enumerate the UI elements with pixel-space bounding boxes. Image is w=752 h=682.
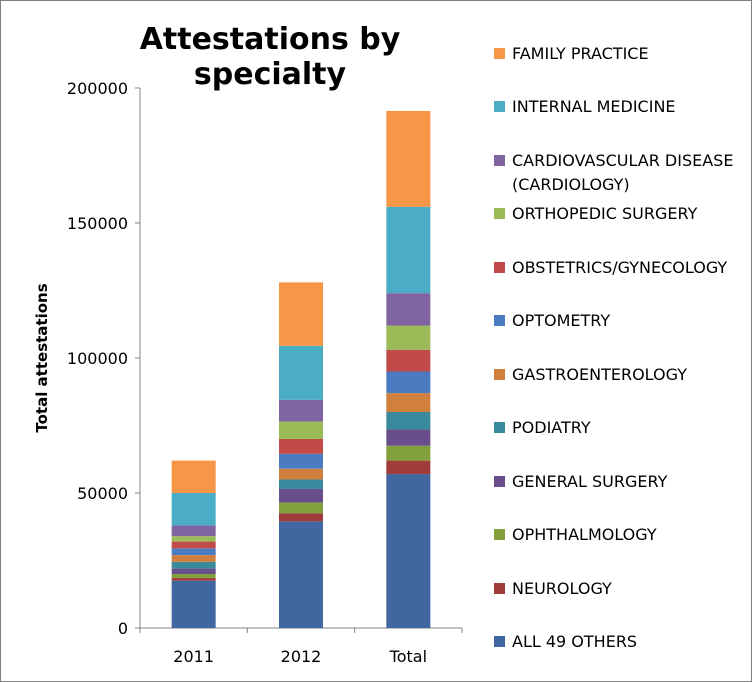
x-tick-label: 2011 xyxy=(173,647,214,666)
legend-label: CARDIOVASCULAR DISEASE (CARDIOLOGY) xyxy=(512,150,734,194)
bar-segment-orthopedic-surgery-2012 xyxy=(279,421,323,439)
bar-segment-neurology-2011 xyxy=(171,578,216,581)
legend-swatch xyxy=(494,422,505,434)
bar-segment-podiatry-2011 xyxy=(171,561,216,569)
x-tick-label: Total xyxy=(389,647,427,666)
bar-segment-internal-medicine-total xyxy=(386,206,431,294)
legend-swatch xyxy=(494,261,505,273)
bar-segment-all-49-others-2011 xyxy=(171,580,216,628)
bar-segment-cardiovascular-disease-cardiology-2011 xyxy=(171,525,216,537)
legend-label: OPHTHALMOLOGY xyxy=(512,525,657,545)
legend-label: INTERNAL MEDICINE xyxy=(512,97,676,117)
legend-swatch xyxy=(494,475,505,487)
legend-swatch xyxy=(494,368,505,380)
legend-swatch xyxy=(494,154,505,166)
legend-label: FAMILY PRACTICE xyxy=(512,44,649,63)
legend-label: NEUROLOGY xyxy=(512,578,612,598)
legend-label: ORTHOPEDIC SURGERY xyxy=(512,204,698,224)
bar-segment-neurology-total xyxy=(386,460,431,475)
bar-segment-podiatry-total xyxy=(386,412,431,430)
legend-swatch xyxy=(494,529,505,541)
bar-segment-family-practice-total xyxy=(386,110,431,207)
y-tick-label: 150000 xyxy=(67,214,128,233)
bar-segment-ophthalmology-2012 xyxy=(279,502,323,514)
bar-segment-ophthalmology-total xyxy=(386,445,431,461)
bar-segment-gastroenterology-2011 xyxy=(171,555,216,562)
x-tick-label: 2012 xyxy=(281,647,322,666)
legend-label: OBSTETRICS/GYNECOLOGY xyxy=(512,257,728,277)
y-tick-label: 200000 xyxy=(67,79,128,98)
bar-segment-general-surgery-2011 xyxy=(171,568,216,574)
bar-segment-obstetrics-gynecology-2011 xyxy=(171,541,216,549)
bar-segment-orthopedic-surgery-2011 xyxy=(171,536,216,542)
bar-segment-optometry-2012 xyxy=(279,453,323,469)
bar-segment-optometry-2011 xyxy=(171,548,216,556)
bar-segment-family-practice-2012 xyxy=(279,282,323,346)
bar-segment-podiatry-2012 xyxy=(279,479,323,489)
bar-segment-all-49-others-2012 xyxy=(279,521,323,628)
legend-swatch xyxy=(494,636,505,647)
bar-segment-general-surgery-2012 xyxy=(279,488,323,503)
bar-segment-all-49-others-total xyxy=(386,474,431,628)
legend-label: ALL 49 OTHERS xyxy=(512,632,638,651)
legend-label: OPTOMETRY xyxy=(512,311,611,331)
bar-segment-ophthalmology-2011 xyxy=(171,574,216,579)
bar-segment-obstetrics-gynecology-total xyxy=(386,349,431,372)
legend-swatch xyxy=(494,208,505,220)
legend-swatch xyxy=(494,48,505,59)
bar-segment-general-surgery-total xyxy=(386,429,431,446)
bar-segment-cardiovascular-disease-cardiology-total xyxy=(386,293,431,326)
bar-segment-obstetrics-gynecology-2012 xyxy=(279,439,323,454)
y-tick-label: 50000 xyxy=(77,484,128,503)
bar-segment-optometry-total xyxy=(386,371,431,394)
bar-segment-neurology-2012 xyxy=(279,513,323,522)
legend-swatch xyxy=(494,582,505,594)
bar-segment-internal-medicine-2011 xyxy=(171,493,216,526)
bar-segment-family-practice-2011 xyxy=(171,460,216,493)
legend-swatch xyxy=(494,315,505,327)
chart-title: Attestations by specialty xyxy=(139,22,401,92)
legend-label: PODIATRY xyxy=(512,418,591,438)
y-tick-label: 0 xyxy=(118,619,128,638)
bar-segment-internal-medicine-2012 xyxy=(279,345,323,400)
legend-swatch xyxy=(494,101,505,113)
bar-segment-gastroenterology-2012 xyxy=(279,468,323,480)
bar-segment-cardiovascular-disease-cardiology-2012 xyxy=(279,399,323,422)
bar-segment-gastroenterology-total xyxy=(386,393,431,412)
legend-label: GASTROENTEROLOGY xyxy=(512,364,687,384)
y-tick-label: 100000 xyxy=(67,349,128,368)
legend-label: GENERAL SURGERY xyxy=(512,471,668,491)
bar-segment-orthopedic-surgery-total xyxy=(386,325,431,350)
